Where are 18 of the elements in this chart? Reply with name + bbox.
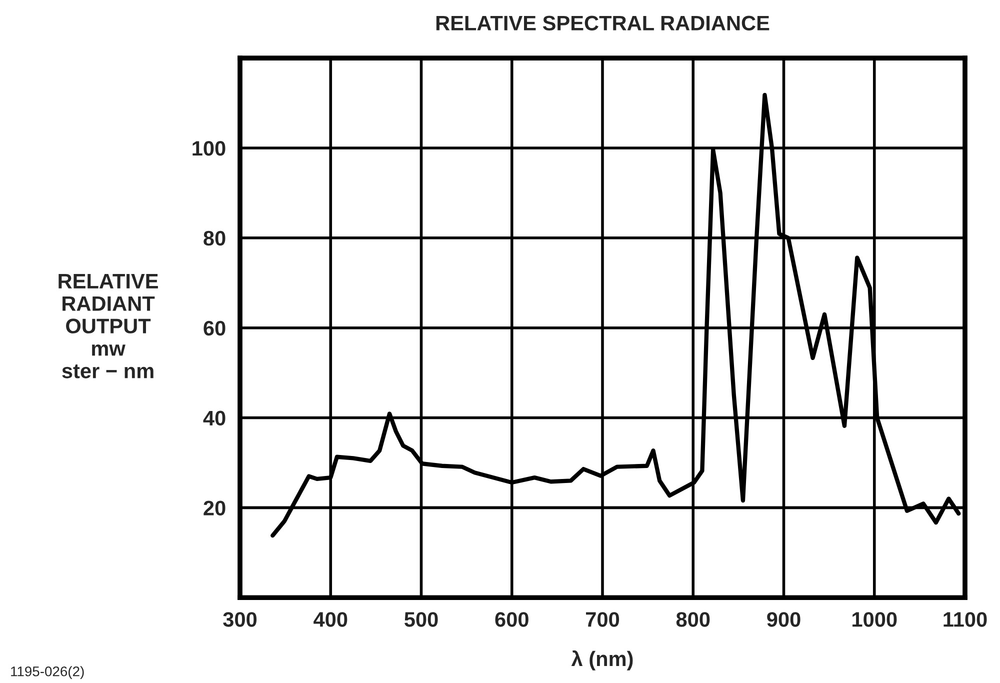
y-tick-label: 60 [204, 320, 226, 336]
y-tick-label: 100 [192, 140, 226, 156]
x-tick-label: 300 [223, 612, 257, 627]
x-tick-label: 600 [495, 612, 528, 627]
x-tick-label: 1000 [852, 612, 897, 627]
x-tick-label: 500 [404, 612, 438, 627]
y-axis-title: RELATIVE RADIANT OUTPUT mw ster − nm [58, 274, 158, 378]
chart-title: RELATIVE SPECTRAL RADIANCE [436, 16, 770, 30]
x-tick-label: 900 [767, 612, 800, 627]
x-tick-label: 800 [676, 612, 710, 627]
x-axis-title: λ (nm) [571, 650, 633, 670]
text: 1195-026(2) [11, 666, 84, 680]
y-tick-label: 40 [203, 410, 226, 426]
x-tick-label: 700 [586, 612, 620, 627]
x-tick-label: 400 [314, 612, 348, 627]
y-tick-label: 20 [204, 500, 226, 516]
x-tick-label: 1100 [944, 612, 987, 627]
y-tick-label: 80 [204, 230, 226, 246]
